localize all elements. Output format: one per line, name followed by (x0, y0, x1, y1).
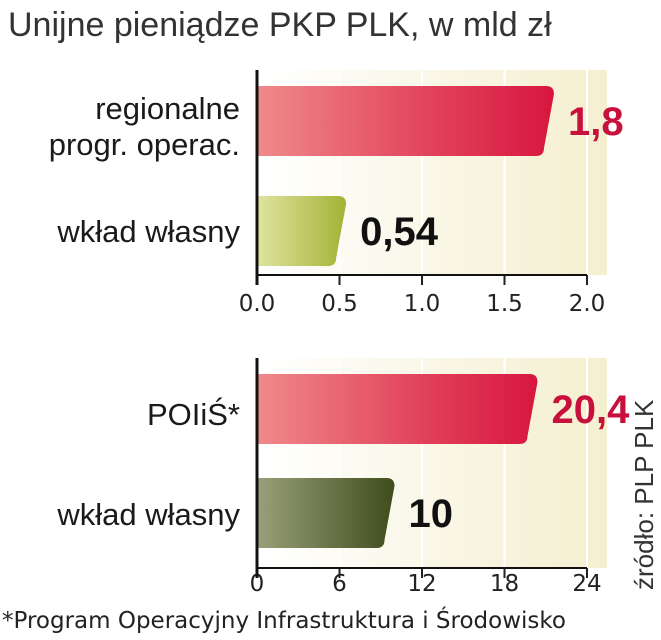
x-tick-label: 12 (407, 571, 436, 597)
x-tick-label: 24 (572, 571, 601, 597)
footnote: *Program Operacyjny Infrastruktura i Śro… (2, 606, 566, 634)
bar (257, 478, 395, 548)
x-tick-label: 1.0 (404, 291, 441, 317)
category-label: POIiŚ* (147, 396, 240, 432)
value-label: 20,4 (552, 388, 631, 432)
chart-title: Unijne pieniądze PKP PLK, w mld zł (8, 6, 552, 44)
x-tick-label: 0.5 (321, 291, 358, 317)
x-tick-label: 0 (250, 571, 265, 597)
category-label: progr. operac. (49, 127, 240, 162)
bar (257, 374, 538, 444)
chart-panel-poiis: 0 6 12 18 24 20,4 POIiŚ* 10 wkład własny (56, 358, 630, 597)
x-tick-label: 2.0 (569, 291, 606, 317)
category-label: wkład własny (56, 497, 240, 532)
source-note: źródło: PLP PLK (629, 399, 659, 590)
x-tick-label: 18 (490, 571, 519, 597)
x-tick-label: 6 (332, 571, 347, 597)
value-label: 1,8 (568, 100, 624, 144)
bar (257, 196, 347, 266)
bar (257, 86, 554, 156)
x-tick-label: 1.5 (486, 291, 523, 317)
value-label: 10 (409, 492, 454, 536)
category-label: wkład własny (56, 214, 240, 249)
x-tick-label: 0.0 (239, 291, 276, 317)
category-label: regionalne (95, 91, 240, 126)
value-label: 0,54 (360, 210, 439, 254)
